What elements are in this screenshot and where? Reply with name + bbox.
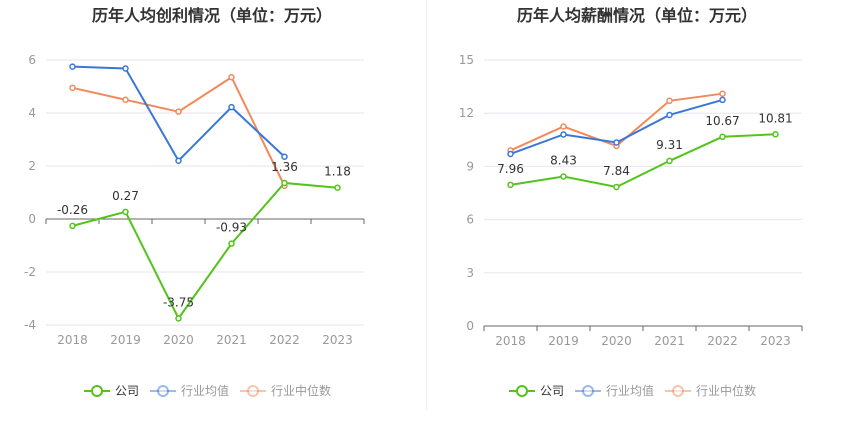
legend-marker xyxy=(157,385,169,397)
data-point[interactable] xyxy=(69,63,76,70)
y-tick-label: 0 xyxy=(466,319,474,333)
data-label: 9.31 xyxy=(656,138,683,152)
data-point[interactable] xyxy=(122,96,129,103)
data-point[interactable] xyxy=(613,183,620,191)
legend-marker xyxy=(247,385,259,397)
x-tick-label: 2021 xyxy=(654,334,685,348)
legend-marker xyxy=(516,385,528,397)
data-label: 8.43 xyxy=(550,154,577,168)
series-line xyxy=(72,181,338,321)
legend-item[interactable]: 行业均值 xyxy=(575,383,654,398)
data-label: 1.18 xyxy=(324,165,351,179)
x-tick-label: 2018 xyxy=(495,334,526,348)
legend-item[interactable]: 公司 xyxy=(84,384,139,398)
legend-label: 行业均值 xyxy=(606,383,654,398)
chart-svg: 历年人均薪酬情况（单位：万元） 0 3 6 9 12 15 2018 2019 2020 2021 2… xyxy=(459,6,803,398)
legend-item[interactable]: 行业均值 xyxy=(150,383,229,398)
data-point[interactable] xyxy=(507,181,514,189)
chart-title: 历年人均创利情况（单位：万元） xyxy=(92,6,332,25)
data-point[interactable] xyxy=(228,240,235,247)
data-point[interactable] xyxy=(69,84,76,92)
data-point[interactable] xyxy=(69,222,76,230)
legend-item[interactable]: 公司 xyxy=(509,384,564,398)
data-point[interactable] xyxy=(507,150,514,158)
chart-panel-salary: 历年人均薪酬情况（单位：万元） 0 3 6 9 12 15 2018 2019 2020 2021 2… xyxy=(425,0,850,436)
data-point[interactable] xyxy=(666,97,673,105)
data-point[interactable] xyxy=(772,131,779,138)
legend-marker xyxy=(91,385,103,397)
legend-label: 公司 xyxy=(115,384,139,398)
y-tick-label: 12 xyxy=(459,106,474,120)
data-point[interactable] xyxy=(122,208,129,216)
x-tick-label: 2019 xyxy=(110,333,141,347)
data-point[interactable] xyxy=(560,131,567,138)
data-label: 0.27 xyxy=(112,189,139,203)
legend-label: 行业中位数 xyxy=(696,383,756,398)
y-tick-label: 6 xyxy=(28,53,36,67)
data-label: -0.26 xyxy=(57,203,88,217)
y-tick-label: 9 xyxy=(466,159,474,173)
data-label: 10.67 xyxy=(705,114,739,128)
x-tick-label: 2023 xyxy=(760,334,791,348)
y-tick-label: 2 xyxy=(28,159,36,173)
data-point[interactable] xyxy=(175,315,182,322)
chart-title: 历年人均薪酬情况（单位：万元） xyxy=(517,6,757,25)
y-tick-label: 4 xyxy=(28,106,36,120)
legend-item[interactable]: 行业中位数 xyxy=(665,383,756,398)
x-tick-label: 2020 xyxy=(163,333,194,347)
data-point[interactable] xyxy=(122,65,129,72)
x-tick-label: 2022 xyxy=(707,334,738,348)
chart-panel-profit: 历年人均创利情况（单位：万元） -4 -2 0 2 4 6 2018 2019 2020 2021 2… xyxy=(0,0,425,436)
data-point[interactable] xyxy=(175,108,182,115)
data-label: -3.75 xyxy=(163,295,194,309)
data-label: 7.84 xyxy=(603,164,630,178)
series-line xyxy=(510,133,776,189)
x-tick-label: 2021 xyxy=(216,333,247,347)
data-point[interactable] xyxy=(281,153,288,160)
y-tick-label: 3 xyxy=(466,266,474,280)
y-tick-label: -2 xyxy=(24,265,36,279)
data-label: 10.81 xyxy=(758,111,792,125)
data-point[interactable] xyxy=(560,173,567,180)
x-tick-label: 2018 xyxy=(57,333,88,347)
y-tick-label: -4 xyxy=(24,318,36,332)
legend-label: 公司 xyxy=(540,384,564,398)
data-point[interactable] xyxy=(666,111,673,119)
data-point[interactable] xyxy=(719,133,726,141)
data-point[interactable] xyxy=(281,179,288,187)
x-tick-label: 2023 xyxy=(322,333,353,347)
legend-label: 行业中位数 xyxy=(271,383,331,398)
data-point[interactable] xyxy=(228,103,235,111)
y-tick-label: 0 xyxy=(28,212,36,226)
data-point[interactable] xyxy=(334,184,341,191)
legend-marker xyxy=(672,385,684,397)
data-label: -0.93 xyxy=(216,221,247,235)
y-tick-label: 15 xyxy=(459,53,474,67)
x-tick-label: 2020 xyxy=(601,334,632,348)
data-point[interactable] xyxy=(560,123,567,130)
data-label: 7.96 xyxy=(497,162,524,176)
legend-item[interactable]: 行业中位数 xyxy=(240,383,331,398)
x-tick-label: 2019 xyxy=(548,334,579,348)
data-point[interactable] xyxy=(719,90,726,97)
data-point[interactable] xyxy=(666,157,673,165)
chart-svg: 历年人均创利情况（单位：万元） -4 -2 0 2 4 6 2018 2019 2020 2021 2… xyxy=(24,6,365,398)
data-point[interactable] xyxy=(719,96,726,104)
y-tick-label: 6 xyxy=(466,213,474,227)
x-tick-label: 2022 xyxy=(269,333,300,347)
data-label: 1.36 xyxy=(271,160,298,174)
panel-divider xyxy=(426,0,427,410)
data-point[interactable] xyxy=(228,73,235,81)
data-point[interactable] xyxy=(175,157,182,164)
data-point[interactable] xyxy=(613,139,620,146)
legend-label: 行业均值 xyxy=(181,383,229,398)
series-line xyxy=(72,75,286,187)
legend-marker xyxy=(582,385,594,397)
